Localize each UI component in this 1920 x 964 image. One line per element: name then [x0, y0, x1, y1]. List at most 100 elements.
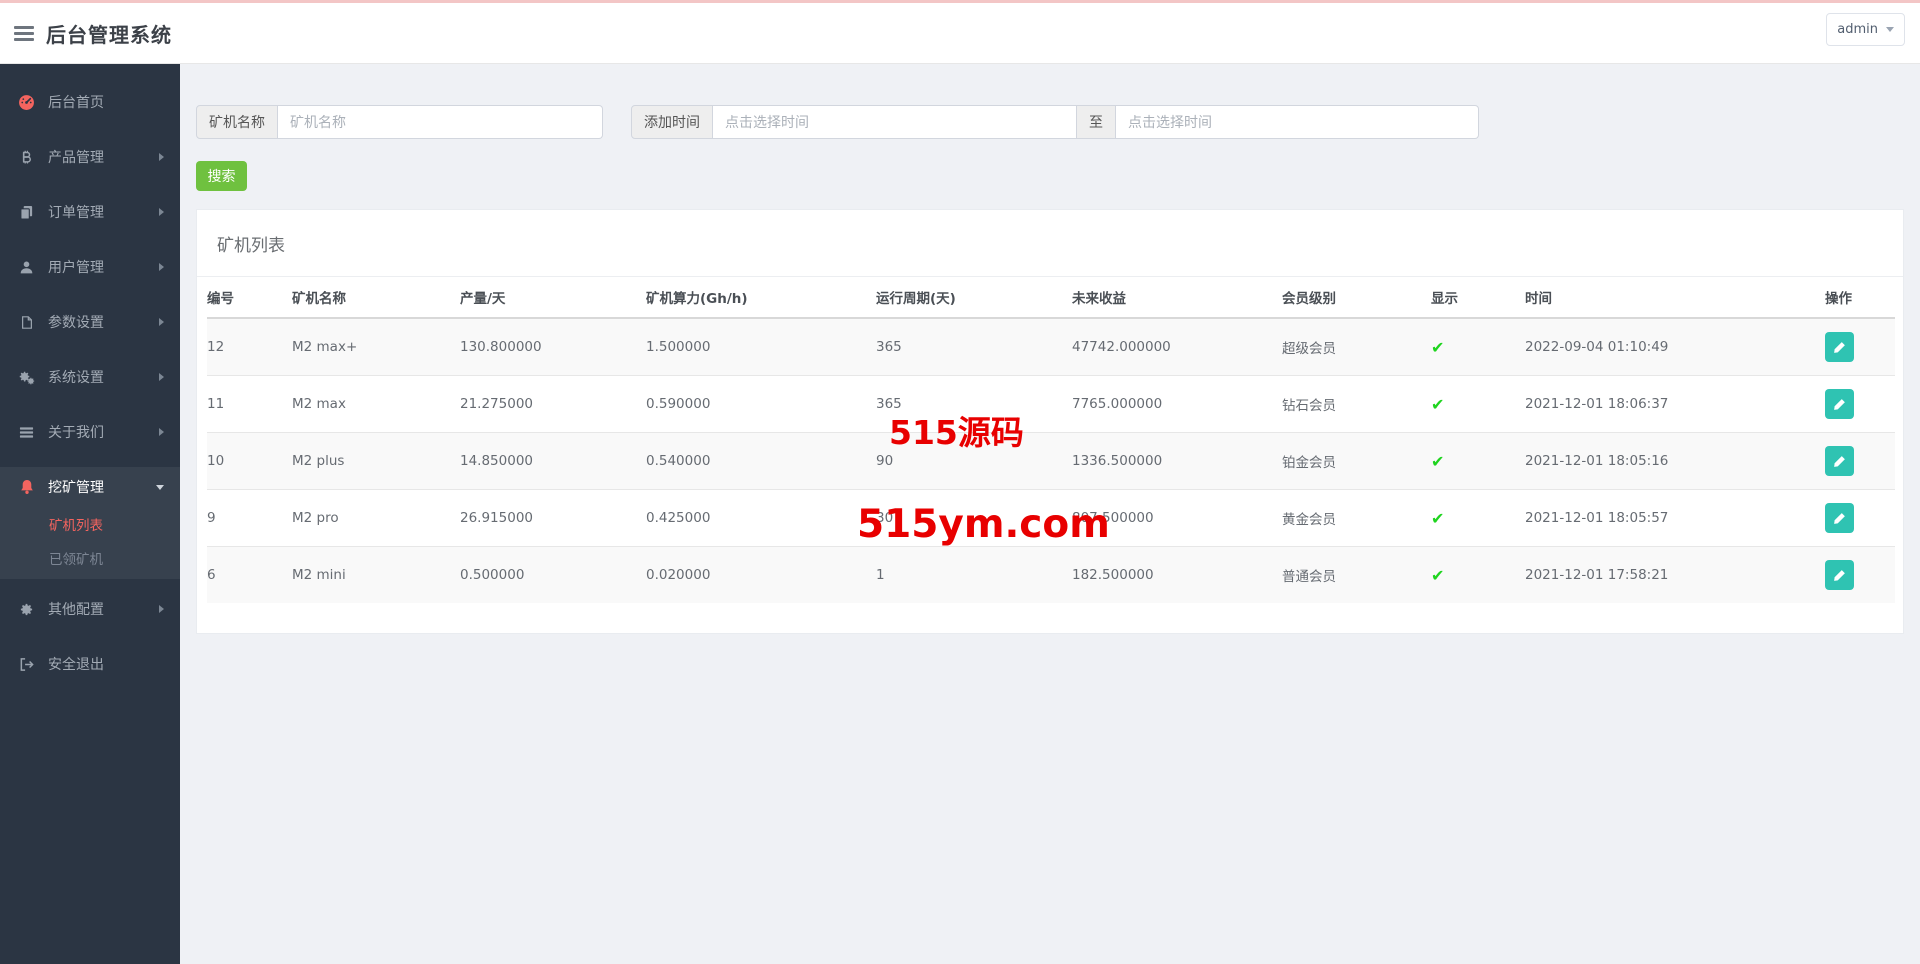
file-icon: [18, 314, 35, 331]
cell-cycle: 1: [876, 546, 1072, 603]
table-row: 12 M2 max+ 130.800000 1.500000 365 47742.0000…: [207, 318, 1895, 376]
cell-cycle: 90: [876, 432, 1072, 490]
cell-cycle: 365: [876, 339, 902, 355]
copy-icon: [18, 204, 35, 221]
miner-table-body: 12 M2 max+ 130.800000 1.500000 365 47742.0000…: [207, 318, 1895, 603]
sidebar-item-label: 订单管理: [48, 205, 104, 221]
cell-level: 黄金会员: [1282, 489, 1431, 547]
sidebar-section-mining: 挖矿管理 矿机列表 已领矿机: [0, 467, 180, 579]
cell-time: 2021-12-01 18:06:37: [1525, 375, 1825, 433]
visible-check-icon: ✔: [1431, 508, 1445, 528]
time-from-input[interactable]: [713, 105, 1077, 139]
miner-list-panel: 矿机列表 编号 矿机名称 产量/天 矿机算力(Gh/h) 运行周期(天) 未来收益 会员级别…: [196, 209, 1904, 634]
cell-visible: ✔: [1431, 375, 1525, 433]
time-to-input[interactable]: [1116, 105, 1479, 139]
table-row: 11 M2 max 21.275000 0.590000 365 7765.000000 钻…: [207, 375, 1895, 433]
column-header: 显示: [1431, 277, 1525, 319]
sidebar-item-logout[interactable]: 安全退出: [0, 644, 180, 684]
cell-output: 14.850000: [460, 432, 646, 490]
cell-action: [1825, 318, 1895, 376]
hamburger-menu-icon[interactable]: [14, 25, 34, 41]
sidebar-item-label: 系统设置: [48, 370, 104, 386]
dashboard-icon: [18, 94, 35, 111]
cell-id: 6: [207, 546, 292, 603]
cell-id: 11: [207, 375, 292, 433]
filter-bar: 矿机名称 添加时间 至: [196, 105, 1904, 139]
column-header: 编号: [207, 277, 292, 319]
chevron-right-icon: [159, 373, 164, 381]
user-dropdown[interactable]: admin: [1826, 13, 1905, 46]
sidebar-subitem-claimed-miners[interactable]: 已领矿机: [0, 541, 180, 575]
column-header: 时间: [1525, 277, 1825, 319]
edit-button[interactable]: [1825, 503, 1854, 533]
visible-check-icon: ✔: [1431, 394, 1445, 414]
sidebar-subitem-label: 已领矿机: [49, 552, 103, 568]
sidebar-item-about[interactable]: 关于我们: [0, 412, 180, 452]
sidebar-item-users[interactable]: 用户管理: [0, 247, 180, 287]
column-header: 矿机名称: [292, 277, 460, 319]
visible-check-icon: ✔: [1431, 451, 1445, 471]
cell-time: 2021-12-01 18:05:57: [1525, 489, 1825, 547]
edit-button[interactable]: [1825, 446, 1854, 476]
add-time-filter: 添加时间 至: [631, 105, 1479, 139]
to-label: 至: [1077, 105, 1116, 139]
column-header: 未来收益: [1072, 277, 1282, 319]
sidebar-item-label: 安全退出: [48, 657, 104, 673]
chevron-right-icon: [159, 153, 164, 161]
cell-id: 10: [207, 432, 292, 490]
table-row: 6 M2 mini 0.500000 0.020000 1 182.500000 普通会员 ✔…: [207, 546, 1895, 603]
cell-visible: ✔: [1431, 318, 1525, 376]
cell-id: 9: [207, 489, 292, 547]
chevron-right-icon: [159, 428, 164, 436]
chevron-down-icon: [1886, 27, 1894, 32]
cell-power: 0.540000: [646, 432, 876, 490]
cell-output: 21.275000: [460, 375, 646, 433]
add-time-label: 添加时间: [631, 105, 713, 139]
watermark-url: 515ym.com: [857, 502, 1110, 547]
miner-name-label: 矿机名称: [196, 105, 278, 139]
cell-name: M2 pro: [292, 489, 460, 547]
column-header: 矿机算力(Gh/h): [646, 277, 876, 319]
miner-name-filter: 矿机名称: [196, 105, 603, 139]
app-title: 后台管理系统: [46, 22, 172, 47]
cell-cycle: 365: [876, 375, 1072, 433]
cell-power: 0.020000: [646, 546, 876, 603]
cogs-icon: [18, 369, 35, 386]
sidebar-item-products[interactable]: 产品管理: [0, 137, 180, 177]
sidebar-item-label: 其他配置: [48, 602, 104, 618]
cell-cycle: 30: [876, 489, 1072, 547]
edit-button[interactable]: [1825, 332, 1854, 362]
cell-visible: ✔: [1431, 546, 1525, 603]
cell-income: 807.500000: [1072, 489, 1282, 547]
sidebar-item-parameters[interactable]: 参数设置: [0, 302, 180, 342]
sidebar-item-orders[interactable]: 订单管理: [0, 192, 180, 232]
sidebar: 后台首页 产品管理 订单管理 用户管理: [0, 64, 180, 964]
pencil-icon: [1834, 398, 1845, 410]
miner-name-input[interactable]: [278, 105, 603, 139]
signout-icon: [18, 656, 35, 673]
cell-power: 0.425000: [646, 489, 876, 547]
sidebar-item-label: 后台首页: [48, 95, 104, 111]
sidebar-item-other-config[interactable]: 其他配置: [0, 589, 180, 629]
user-icon: [18, 259, 35, 276]
panel-title: 矿机列表: [197, 210, 1903, 277]
sidebar-item-system-settings[interactable]: 系统设置: [0, 357, 180, 397]
visible-check-icon: ✔: [1431, 565, 1445, 585]
edit-button[interactable]: [1825, 560, 1854, 590]
cell-name: M2 max+: [292, 339, 358, 355]
sidebar-item-mining[interactable]: 挖矿管理: [0, 467, 180, 507]
cell-output: 130.800000: [460, 339, 542, 355]
main-content: 矿机名称 添加时间 至 搜索 矿机列表 编号矿机名称产量/天矿机算力(Gh/h)…: [180, 64, 1920, 964]
cell-name: M2 plus: [292, 432, 460, 490]
sidebar-subitem-miner-list[interactable]: 矿机列表: [0, 507, 180, 541]
top-header: 后台管理系统 admin: [0, 3, 1920, 64]
cell-time: 2022-09-04 01:10:49: [1525, 339, 1669, 355]
edit-button[interactable]: [1825, 389, 1854, 419]
cell-name: M2 max: [292, 375, 460, 433]
cell-action: [1825, 375, 1895, 433]
cell-power: 0.590000: [646, 375, 876, 433]
sidebar-item-dashboard[interactable]: 后台首页: [0, 82, 180, 122]
sidebar-item-label: 参数设置: [48, 315, 104, 331]
search-button[interactable]: 搜索: [196, 161, 247, 191]
cell-income: 47742.000000: [1072, 339, 1171, 355]
